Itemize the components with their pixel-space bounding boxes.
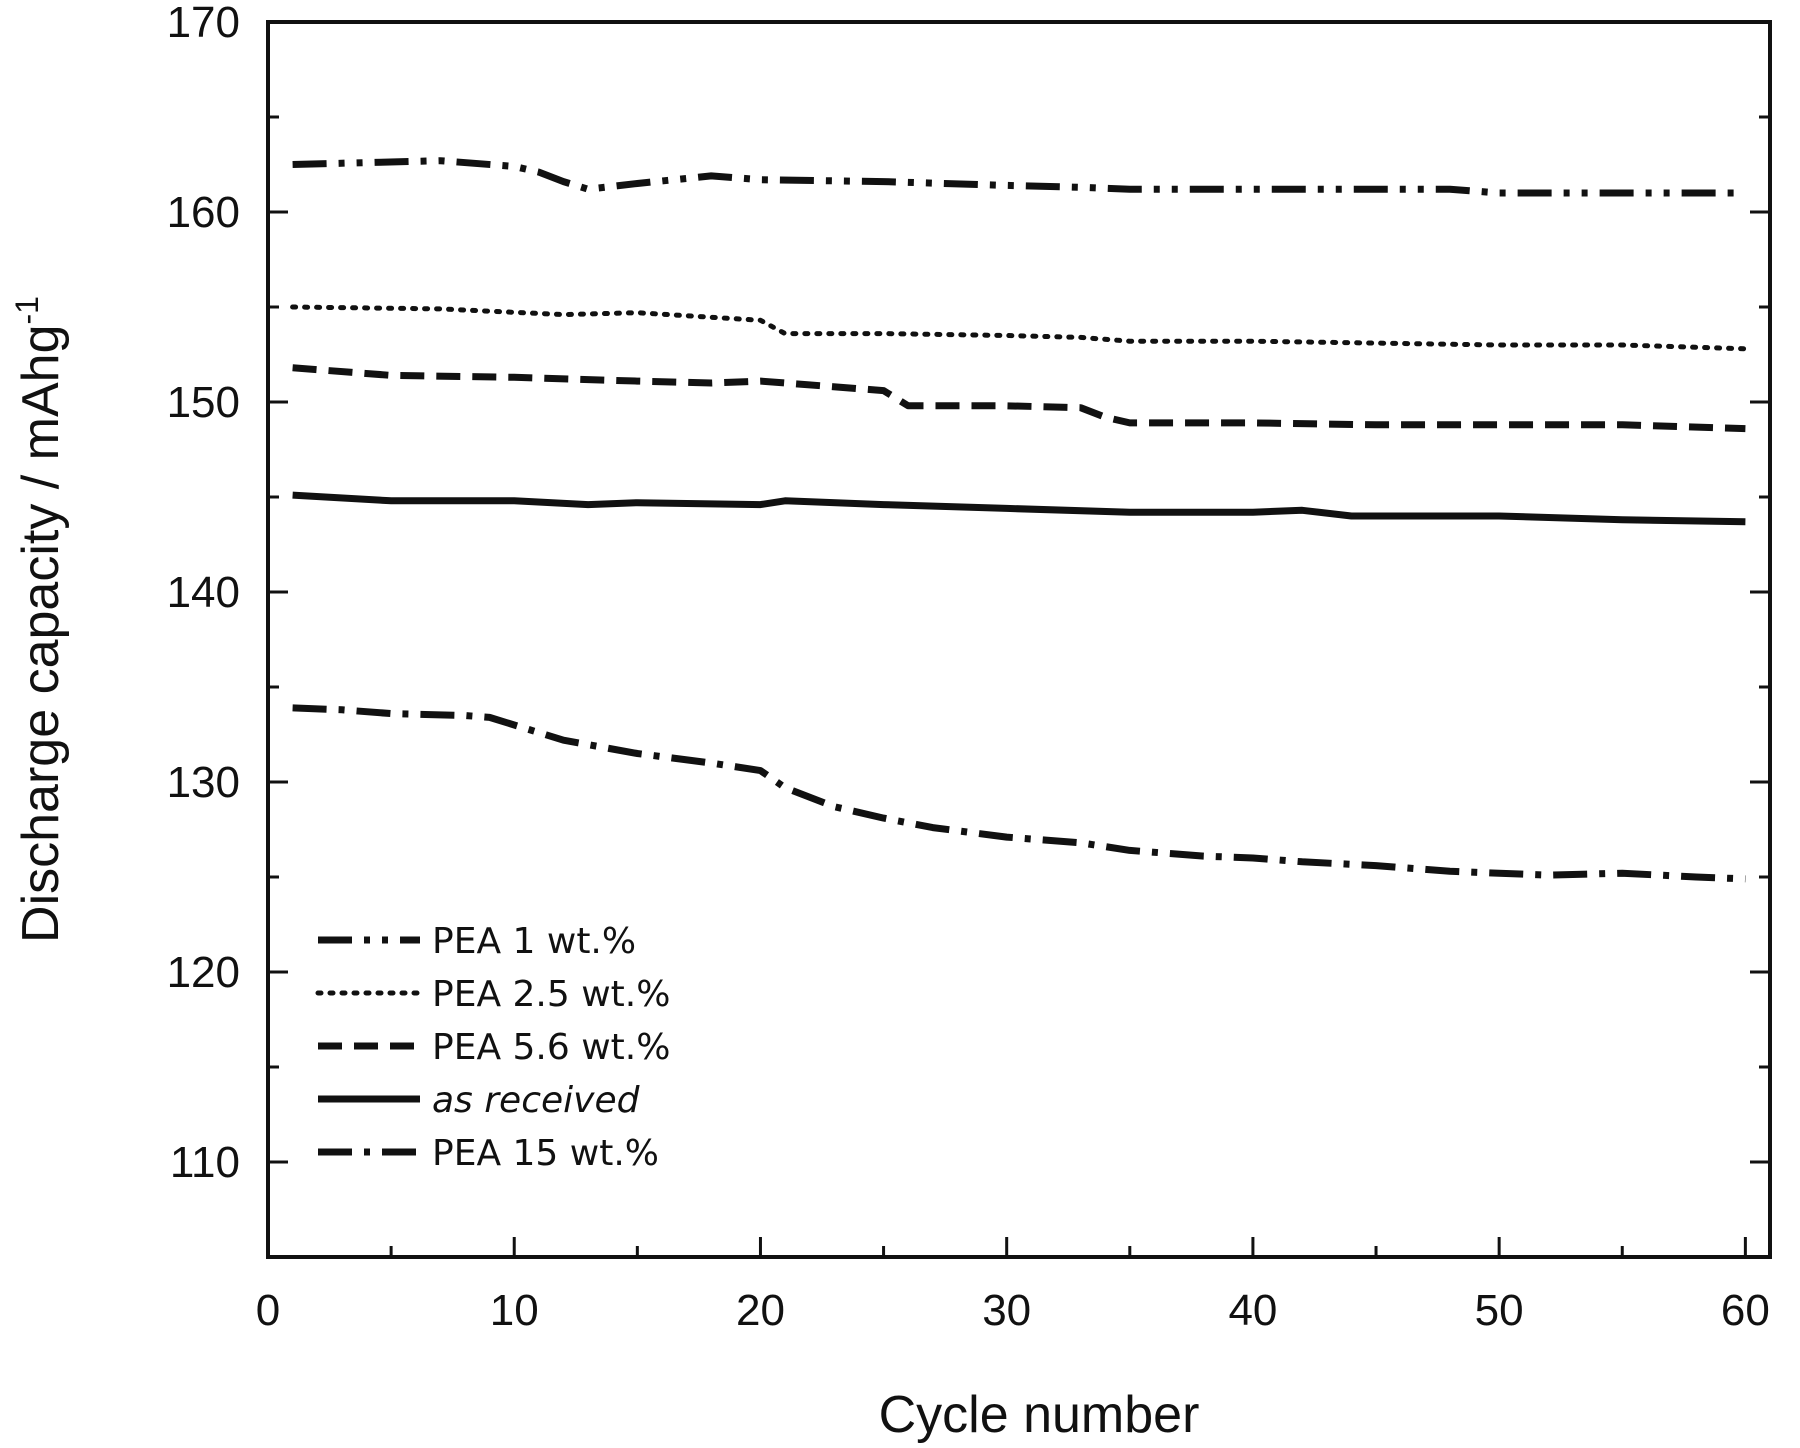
y-tick-label: 150 xyxy=(167,378,240,427)
x-tick-label: 10 xyxy=(490,1286,539,1335)
legend-label: PEA 1 wt.% xyxy=(432,921,636,962)
tick-labels: 0 10 20 30 40 50 60 110 120 130 140 150 160 170 xyxy=(167,0,1770,1335)
x-tick-label: 20 xyxy=(736,1286,785,1335)
plot-frame xyxy=(266,20,1772,1259)
legend-label: PEA 15 wt.% xyxy=(432,1133,659,1174)
x-tick-label: 0 xyxy=(256,1286,280,1335)
series-line xyxy=(292,157,1746,197)
series-line xyxy=(292,491,1746,526)
legend-label: as received xyxy=(432,1080,641,1121)
x-axis-title: Cycle number xyxy=(879,1386,1200,1444)
y-tick-label: 140 xyxy=(167,568,240,617)
y-tick-label: 170 xyxy=(167,0,240,47)
y-axis-title: Discharge capacity / mAhg-1 xyxy=(9,296,70,943)
y-axis-title-superscript: -1 xyxy=(9,296,45,324)
series-line xyxy=(290,304,1748,352)
axis-ticks xyxy=(266,20,1770,1259)
series-line xyxy=(292,364,1746,433)
x-tick-label: 50 xyxy=(1475,1286,1524,1335)
legend-label: PEA 5.6 wt.% xyxy=(432,1027,670,1068)
y-tick-label: 110 xyxy=(170,1138,240,1187)
series-lines xyxy=(290,157,1748,883)
x-tick-label: 60 xyxy=(1721,1286,1770,1335)
x-tick-label: 30 xyxy=(982,1286,1031,1335)
y-axis-title-text: Discharge capacity / mAhg xyxy=(12,324,70,943)
series-line xyxy=(292,704,1746,883)
y-tick-label: 130 xyxy=(167,758,240,807)
y-tick-label: 160 xyxy=(167,188,240,237)
legend-label: PEA 2.5 wt.% xyxy=(432,974,670,1015)
x-tick-label: 40 xyxy=(1228,1286,1277,1335)
y-tick-label: 120 xyxy=(167,948,240,997)
legend: PEA 1 wt.% PEA 2.5 wt.% PEA 5.6 wt.% as rec… xyxy=(315,921,670,1174)
